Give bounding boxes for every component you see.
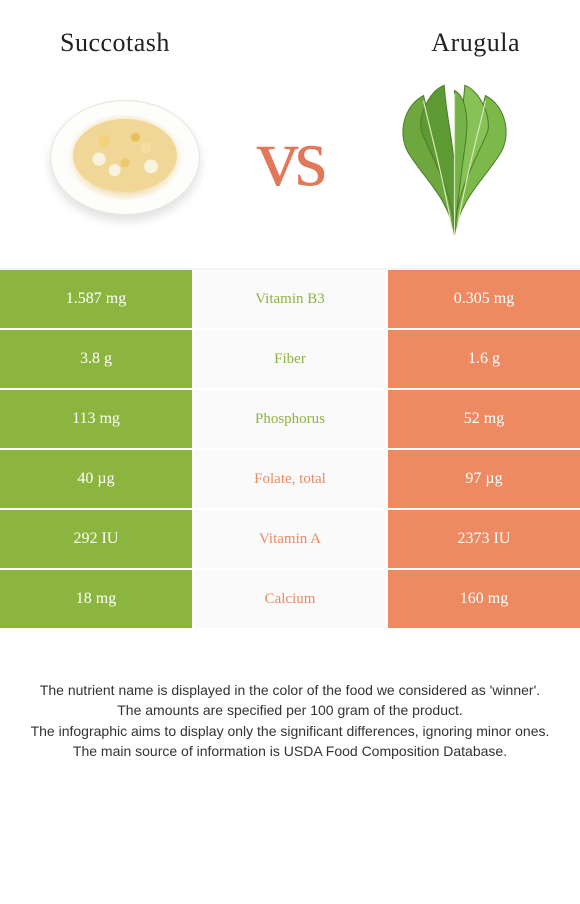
table-row: 1.587 mg Vitamin B3 0.305 mg (0, 270, 580, 330)
right-value: 1.6 g (388, 330, 580, 388)
nutrient-name: Calcium (194, 570, 388, 628)
right-value: 160 mg (388, 570, 580, 628)
left-value: 292 IU (0, 510, 194, 568)
left-value: 1.587 mg (0, 270, 194, 328)
arugula-image (370, 72, 540, 242)
nutrient-name: Fiber (194, 330, 388, 388)
right-value: 2373 IU (388, 510, 580, 568)
table-row: 40 µg Folate, total 97 µg (0, 450, 580, 510)
right-value: 52 mg (388, 390, 580, 448)
nutrient-name: Folate, total (194, 450, 388, 508)
table-row: 113 mg Phosphorus 52 mg (0, 390, 580, 450)
nutrient-name: Phosphorus (194, 390, 388, 448)
right-value: 0.305 mg (388, 270, 580, 328)
nutrient-name: Vitamin B3 (194, 270, 388, 328)
leaves-icon (372, 75, 537, 240)
footer-line: The infographic aims to display only the… (20, 721, 560, 741)
table-row: 3.8 g Fiber 1.6 g (0, 330, 580, 390)
left-value: 113 mg (0, 390, 194, 448)
images-row: vs (0, 68, 580, 268)
right-food-title: Arugula (431, 28, 520, 58)
left-food-title: Succotash (60, 28, 170, 58)
plate-icon (50, 100, 200, 215)
succotash-image (40, 72, 210, 242)
right-value: 97 µg (388, 450, 580, 508)
left-value: 40 µg (0, 450, 194, 508)
table-row: 18 mg Calcium 160 mg (0, 570, 580, 630)
table-row: 292 IU Vitamin A 2373 IU (0, 510, 580, 570)
vs-label: vs (257, 109, 324, 206)
nutrient-name: Vitamin A (194, 510, 388, 568)
comparison-table: 1.587 mg Vitamin B3 0.305 mg 3.8 g Fiber… (0, 268, 580, 630)
titles-row: Succotash Arugula (0, 0, 580, 68)
left-value: 18 mg (0, 570, 194, 628)
footer-line: The main source of information is USDA F… (20, 741, 560, 761)
infographic-container: Succotash Arugula vs (0, 0, 580, 761)
footer-line: The nutrient name is displayed in the co… (20, 680, 560, 700)
left-value: 3.8 g (0, 330, 194, 388)
footer-notes: The nutrient name is displayed in the co… (0, 630, 580, 761)
footer-line: The amounts are specified per 100 gram o… (20, 700, 560, 720)
